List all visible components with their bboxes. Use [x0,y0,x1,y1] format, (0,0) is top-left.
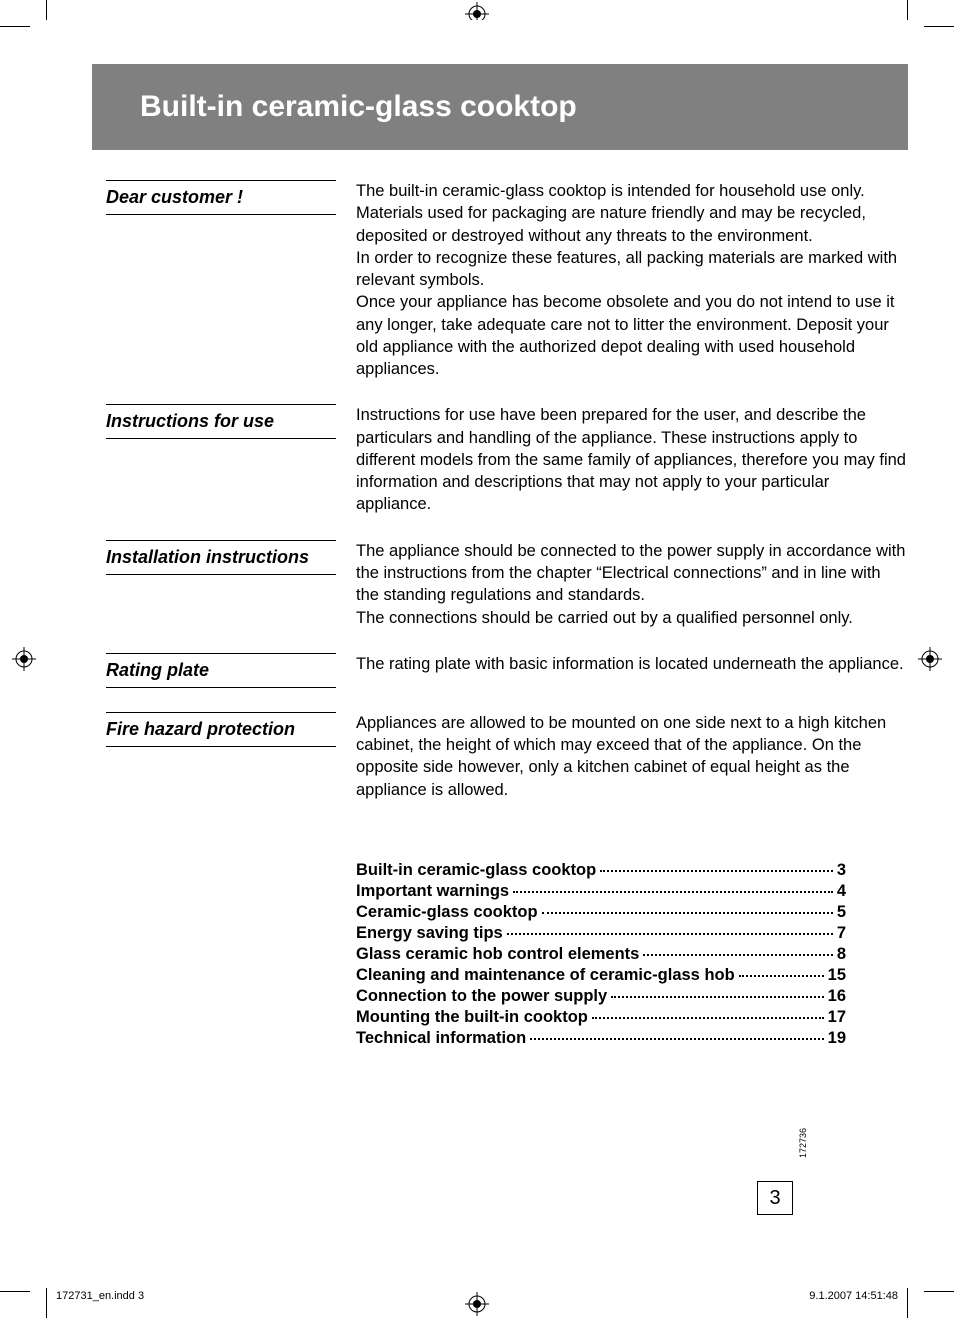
toc-leader-dots [530,1038,823,1040]
section-body: Instructions for use have been prepared … [356,404,906,515]
toc-leader-dots [592,1017,824,1019]
crop-mark [46,1288,47,1318]
toc-entry: Important warnings 4 [356,882,846,901]
toc-page-number: 19 [828,1029,846,1048]
section-row: Fire hazard protection Appliances are all… [106,712,906,801]
toc-title: Glass ceramic hob control elements [356,945,639,964]
registration-mark-icon [918,647,942,671]
toc-leader-dots [542,912,833,914]
toc-page-number: 17 [828,1008,846,1027]
section-heading: Fire hazard protection [106,712,336,747]
toc-title: Ceramic-glass cooktop [356,903,538,922]
section-body: Appliances are allowed to be mounted on … [356,712,906,801]
section-row: Instructions for use Instructions for use… [106,404,906,515]
section-row: Dear customer ! The built-in ceramic-glas… [106,180,906,380]
toc-entry: Connection to the power supply 16 [356,987,846,1006]
toc-leader-dots [643,954,832,956]
toc-title: Cleaning and maintenance of ceramic-glas… [356,966,735,985]
toc-leader-dots [600,870,833,872]
toc-entry: Glass ceramic hob control elements 8 [356,945,846,964]
toc-page-number: 16 [828,987,846,1006]
crop-mark [924,1291,954,1292]
toc-page-number: 5 [837,903,846,922]
toc-entry: Cleaning and maintenance of ceramic-glas… [356,966,846,985]
page: Built-in ceramic-glass cooktop Dear cust… [46,20,908,1280]
toc-entry: Energy saving tips 7 [356,924,846,943]
section-body: The rating plate with basic information … [356,653,906,688]
page-number: 3 [757,1181,793,1215]
crop-mark [0,26,30,27]
toc-title: Important warnings [356,882,509,901]
toc-title: Built-in ceramic-glass cooktop [356,861,596,880]
toc-entry: Built-in ceramic-glass cooktop 3 [356,861,846,880]
toc-page-number: 3 [837,861,846,880]
toc-title: Technical information [356,1029,526,1048]
registration-mark-icon [465,1292,489,1316]
crop-mark [924,26,954,27]
section-row: Rating plate The rating plate with basic … [106,653,906,688]
section-heading: Instructions for use [106,404,336,439]
section-heading: Rating plate [106,653,336,688]
toc-page-number: 15 [828,966,846,985]
toc-leader-dots [739,975,824,977]
footer-timestamp: 9.1.2007 14:51:48 [809,1290,898,1302]
toc-title: Energy saving tips [356,924,503,943]
toc-leader-dots [611,996,823,998]
footer-filename: 172731_en.indd 3 [56,1290,144,1302]
content-area: Dear customer ! The built-in ceramic-glas… [106,180,906,1050]
registration-mark-icon [12,647,36,671]
page-title: Built-in ceramic-glass cooktop [92,64,908,150]
crop-mark [907,1288,908,1318]
toc-title: Connection to the power supply [356,987,607,1006]
section-heading: Dear customer ! [106,180,336,215]
toc-entry: Ceramic-glass cooktop 5 [356,903,846,922]
doc-code: 172736 [798,1128,808,1158]
toc-leader-dots [513,891,833,893]
section-heading: Installation instructions [106,540,336,575]
toc-page-number: 8 [837,945,846,964]
table-of-contents: Built-in ceramic-glass cooktop 3 Important… [356,861,846,1048]
toc-title: Mounting the built-in cooktop [356,1008,588,1027]
crop-mark [0,1291,30,1292]
toc-page-number: 7 [837,924,846,943]
toc-leader-dots [507,933,833,935]
section-body: The built-in ceramic-glass cooktop is in… [356,180,906,380]
toc-entry: Technical information 19 [356,1029,846,1048]
toc-entry: Mounting the built-in cooktop 17 [356,1008,846,1027]
toc-page-number: 4 [837,882,846,901]
section-body: The appliance should be connected to the… [356,540,906,629]
section-row: Installation instructions The appliance s… [106,540,906,629]
